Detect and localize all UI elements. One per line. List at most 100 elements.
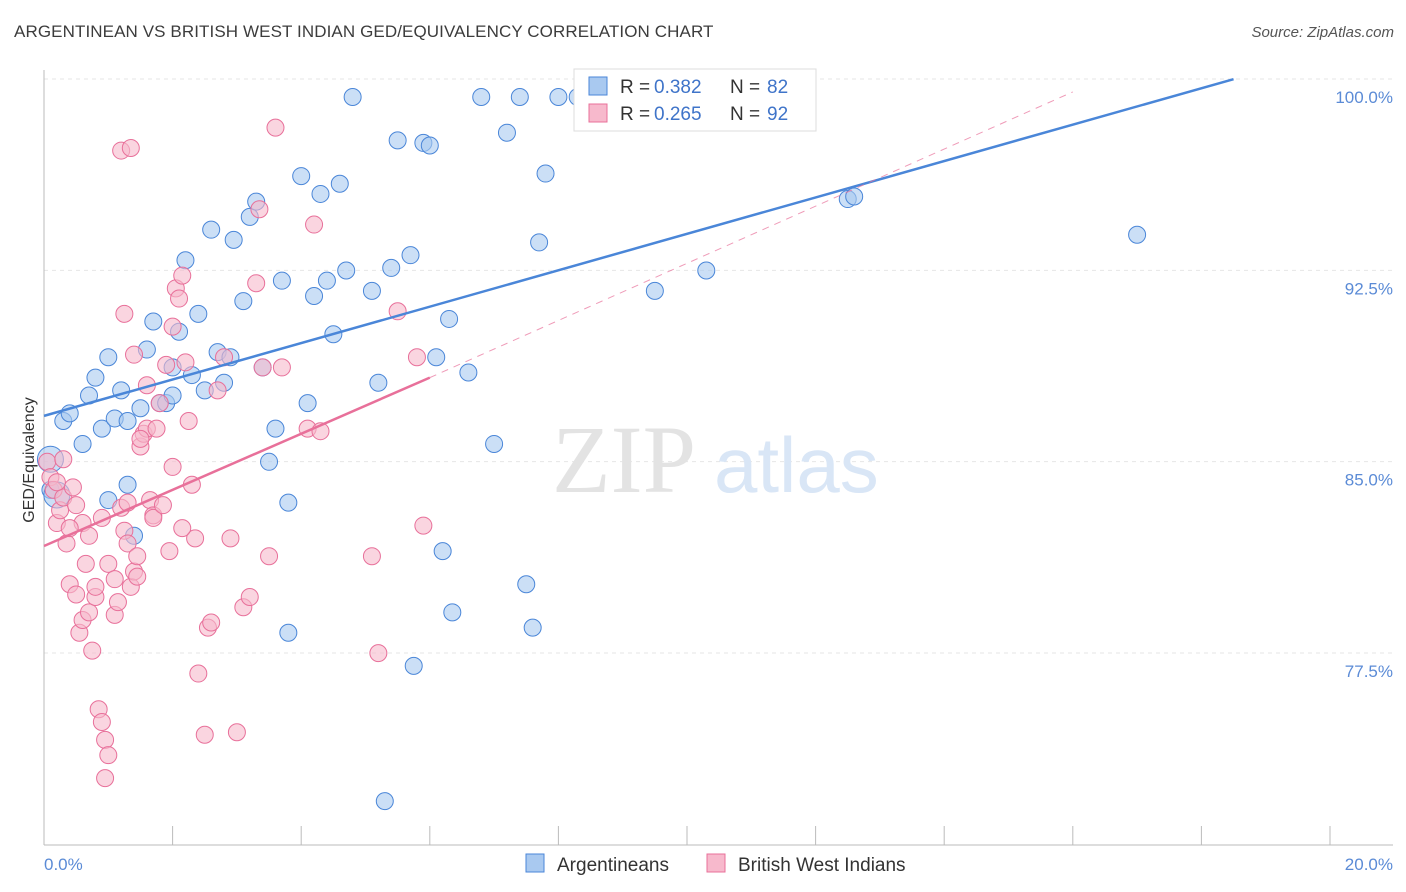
argentineans-point-64 <box>497 123 516 142</box>
british-west-indians-point-71 <box>144 508 163 527</box>
british-west-indians-point-18 <box>96 730 115 749</box>
british-west-indians-point-83 <box>160 542 179 561</box>
argentineans-point-49 <box>362 281 381 300</box>
british-west-indians-point-12 <box>76 554 95 573</box>
watermark-zip: ZIP <box>552 406 696 513</box>
gridlines <box>44 78 1393 654</box>
y-tick-label-3: 100.0% <box>1335 88 1393 107</box>
argentineans-point-52 <box>388 131 407 150</box>
british-west-indians-point-25 <box>118 534 137 553</box>
argentineans-point-68 <box>530 233 549 252</box>
points-british-west-indians <box>38 118 433 788</box>
argentineans-point-66 <box>517 575 536 594</box>
argentineans-point-13 <box>118 411 137 430</box>
argentineans-point-25 <box>189 304 208 323</box>
argentineans-point-65 <box>510 88 529 106</box>
argentineans-point-8 <box>92 419 111 438</box>
argentineans-point-27 <box>202 220 221 239</box>
legend-swatch-british-west-indians <box>588 103 608 123</box>
british-west-indians-point-50 <box>221 529 240 548</box>
argentineans-point-44 <box>317 271 336 290</box>
argentineans-point-51 <box>382 258 401 277</box>
legend-n-label-2: N = <box>730 104 760 125</box>
argentineans-point-43 <box>311 184 330 203</box>
british-west-indians-point-57 <box>260 547 279 566</box>
argentineans-point-53 <box>401 246 420 265</box>
argentineans-point-56 <box>420 136 439 155</box>
y-tick-label-0: 77.5% <box>1345 662 1393 681</box>
trend-line-british-west-indians <box>43 376 431 548</box>
legend-r-value-2: 0.265 <box>654 104 702 125</box>
british-west-indians-point-35 <box>157 355 176 374</box>
british-west-indians-point-81 <box>147 419 166 438</box>
bottom-legend-swatch-argentineans <box>525 853 545 873</box>
british-west-indians-point-79 <box>125 345 144 364</box>
axes <box>43 70 1393 846</box>
y-tick-label-2: 92.5% <box>1345 279 1393 298</box>
british-west-indians-point-58 <box>266 118 285 137</box>
legend-n-value-1: 82 <box>767 77 788 98</box>
legend-box <box>573 68 817 132</box>
british-west-indians-point-45 <box>195 725 214 744</box>
british-west-indians-point-43 <box>186 529 205 548</box>
british-west-indians-point-40 <box>176 353 195 372</box>
chart-title: ARGENTINEAN VS BRITISH WEST INDIAN GED/E… <box>14 22 714 41</box>
british-west-indians-point-22 <box>108 593 127 612</box>
argentineans-point-54 <box>404 656 423 675</box>
british-west-indians-point-17 <box>92 713 111 732</box>
argentineans-point-17 <box>144 312 163 331</box>
argentineans-point-9 <box>99 348 118 367</box>
british-west-indians-point-69 <box>121 139 140 158</box>
argentineans-point-41 <box>298 394 317 413</box>
british-west-indians-point-28 <box>128 547 147 566</box>
y-tick-label-1: 85.0% <box>1345 471 1393 490</box>
argentineans-point-75 <box>697 261 716 280</box>
british-west-indians-point-20 <box>96 769 115 788</box>
british-west-indians-point-55 <box>250 200 269 219</box>
british-west-indians-point-91 <box>173 519 192 538</box>
british-west-indians-point-39 <box>173 266 192 285</box>
bottom-legend-label-argentineans: Argentineans <box>557 855 669 876</box>
argentineans-point-77 <box>845 187 864 206</box>
argentineans-point-57 <box>427 348 446 367</box>
legend-swatch-argentineans <box>588 76 608 96</box>
argentineans-point-59 <box>440 309 459 328</box>
legend-r-value-1: 0.382 <box>654 77 702 98</box>
british-west-indians-point-61 <box>305 215 324 234</box>
trend-lines <box>43 77 1234 548</box>
argentineans-point-48 <box>343 88 362 106</box>
x-tick-label-min: 0.0% <box>44 855 83 874</box>
x-tick-labels: 0.0% 20.0% <box>44 855 1393 874</box>
british-west-indians-point-86 <box>67 496 86 515</box>
trend-line-argentineans <box>43 77 1234 418</box>
legend-r-label-1: R = <box>620 77 650 98</box>
argentineans-point-5 <box>73 434 92 453</box>
argentineans-point-61 <box>459 363 478 382</box>
british-west-indians-point-63 <box>362 547 381 566</box>
british-west-indians-point-41 <box>179 411 198 430</box>
british-west-indians-point-90 <box>128 567 147 586</box>
british-west-indians-point-89 <box>47 473 66 492</box>
argentineans-point-70 <box>549 88 568 106</box>
argentineans-point-42 <box>305 286 324 305</box>
british-west-indians-point-59 <box>272 358 291 377</box>
british-west-indians-point-48 <box>208 381 227 400</box>
british-west-indians-point-56 <box>253 358 272 377</box>
british-west-indians-point-47 <box>202 613 221 632</box>
argentineans-point-7 <box>86 368 105 387</box>
argentineans-point-74 <box>645 281 664 300</box>
argentineans-point-40 <box>292 167 311 186</box>
argentineans-point-62 <box>472 88 491 106</box>
british-west-indians-point-66 <box>407 348 426 367</box>
argentineans-point-31 <box>224 230 243 249</box>
legend-n-label-1: N = <box>730 77 760 98</box>
british-west-indians-point-13 <box>80 603 99 622</box>
argentineans-point-23 <box>176 251 195 270</box>
legend-bottom: Argentineans British West Indians <box>525 853 906 876</box>
legend-r-label-2: R = <box>620 104 650 125</box>
y-axis-title: GED/Equivalency <box>21 397 38 522</box>
argentineans-point-50 <box>369 373 388 392</box>
british-west-indians-point-64 <box>369 644 388 663</box>
argentineans-point-39 <box>279 493 298 512</box>
